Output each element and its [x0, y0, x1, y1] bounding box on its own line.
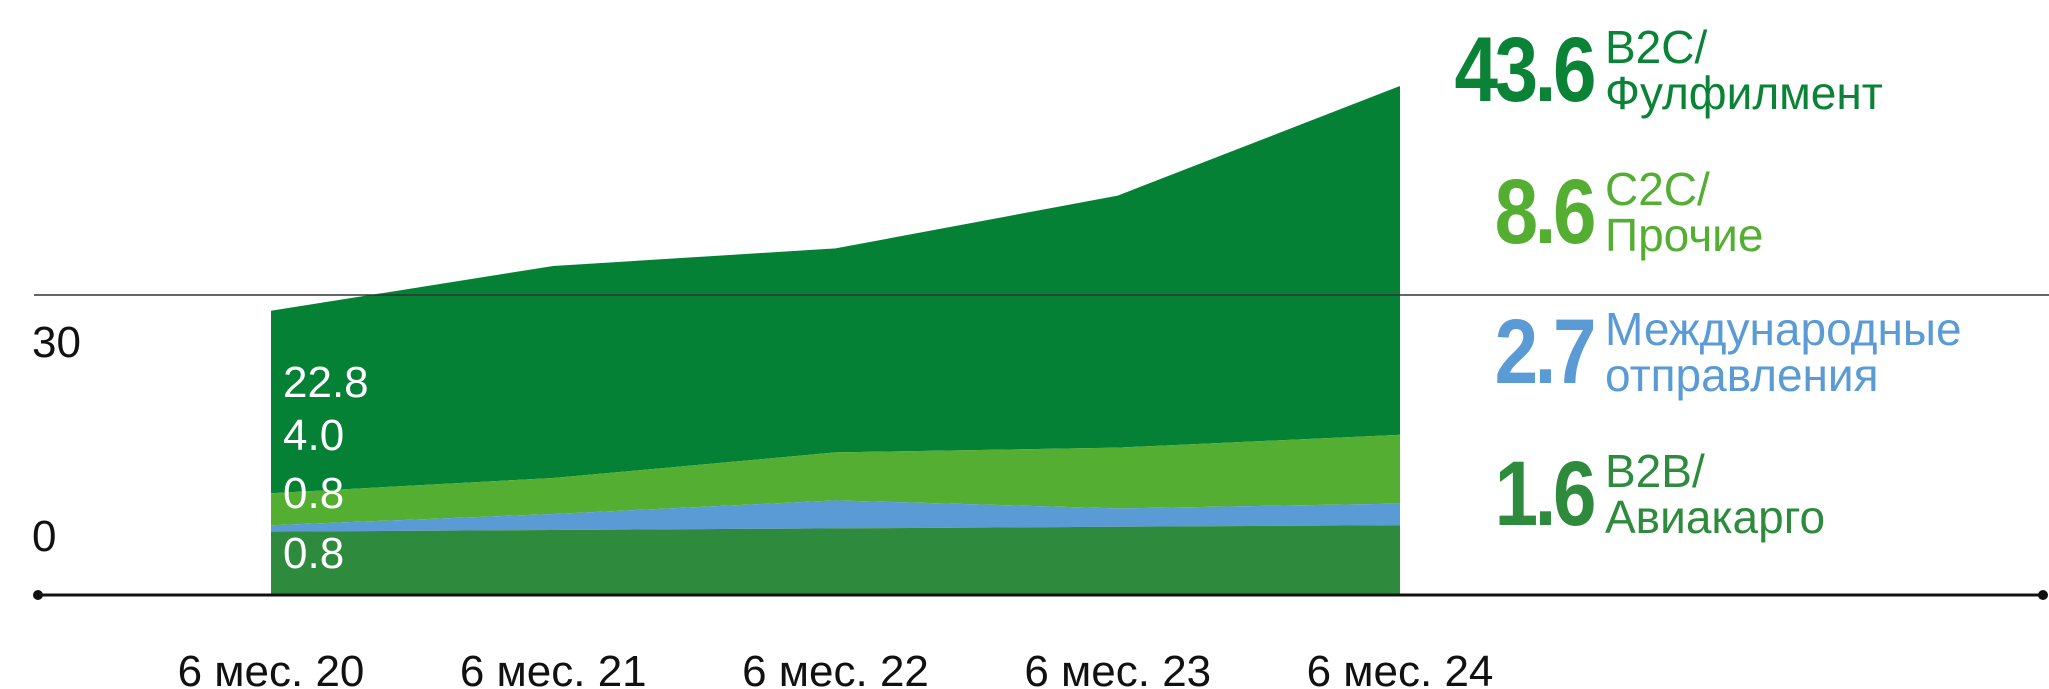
x-tick-label: 6 мес. 20 — [178, 647, 365, 689]
legend-label-line2: отправления — [1605, 349, 1879, 401]
x-tick-label: 6 мес. 23 — [1024, 647, 1211, 689]
legend-value: 2.7 — [1494, 301, 1597, 403]
legend-item: 2.7 Международные отправления — [1380, 306, 2040, 398]
first-point-labels: 22.84.0 0.8 0.8 — [283, 358, 369, 578]
legend-item: 1.6 B2B/Авиакарго — [1380, 448, 2040, 540]
first-point-label: 0.8 — [283, 469, 344, 518]
x-tick-label: 6 мес. 24 — [1307, 647, 1494, 689]
legend-label: B2C/Фулфилмент — [1605, 24, 1883, 116]
x-tick-label: 6 мес. 21 — [460, 647, 647, 689]
legend-label: B2B/Авиакарго — [1605, 448, 1825, 540]
x-axis-start-dot — [33, 590, 43, 600]
area-series-0 — [271, 525, 1400, 595]
first-point-label: 22.8 — [283, 358, 369, 407]
x-axis-end-dot — [2038, 590, 2048, 600]
area-series-3 — [271, 86, 1400, 494]
first-point-label: 4.0 — [283, 411, 344, 460]
legend-label-line1: C2C/ — [1605, 163, 1710, 215]
legend-value: 43.6 — [1454, 19, 1596, 121]
area-layers — [271, 86, 1400, 595]
legend-label-line2: Фулфилмент — [1605, 67, 1883, 119]
legend-value: 1.6 — [1494, 443, 1597, 545]
x-tick-label: 6 мес. 22 — [742, 647, 929, 689]
legend-value: 8.6 — [1494, 161, 1597, 263]
x-tick-labels: 6 мес. 20 6 мес. 21 6 мес. 22 6 мес. 23 6 ме… — [178, 647, 1494, 689]
area-series-1 — [271, 500, 1400, 532]
area-series-2 — [271, 434, 1400, 526]
y-tick-30: 30 — [32, 318, 81, 367]
legend-label: Международные отправления — [1605, 306, 1962, 398]
legend-item: 8.6 C2C/Прочие — [1380, 166, 2040, 258]
legend-label-line2: Авиакарго — [1605, 491, 1826, 543]
legend-label-line2: Прочие — [1605, 209, 1764, 261]
legend-label-line1: B2B/ — [1605, 445, 1705, 497]
first-point-label: 0.8 — [283, 529, 344, 578]
legend-label-line1: B2C/ — [1605, 21, 1708, 73]
legend-label: C2C/Прочие — [1605, 166, 1763, 258]
legend-item: 43.6 B2C/Фулфилмент — [1380, 24, 2040, 116]
y-tick-0: 0 — [32, 512, 56, 561]
legend-label-line1: Международные — [1605, 303, 1962, 355]
